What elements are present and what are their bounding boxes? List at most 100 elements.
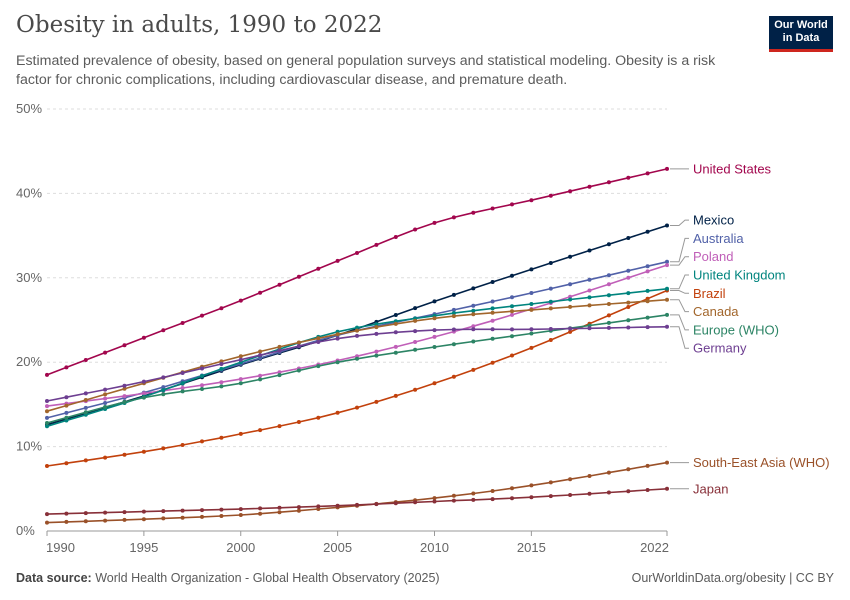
data-point bbox=[103, 350, 108, 355]
series-label: Brazil bbox=[693, 286, 726, 301]
data-point bbox=[587, 277, 592, 282]
data-point bbox=[490, 318, 495, 323]
data-point bbox=[64, 403, 69, 408]
data-point bbox=[122, 452, 127, 457]
logo-line-2: in Data bbox=[782, 32, 820, 44]
data-point bbox=[393, 393, 398, 398]
data-point bbox=[490, 299, 495, 304]
data-point bbox=[548, 286, 553, 291]
label-connector bbox=[670, 256, 689, 266]
data-point bbox=[141, 517, 146, 522]
data-point bbox=[355, 405, 359, 410]
x-tick-label: 2000 bbox=[226, 540, 255, 555]
data-point bbox=[490, 489, 495, 493]
data-point bbox=[122, 343, 127, 348]
chart-title: Obesity in adults, 1990 to 2022 bbox=[16, 12, 383, 38]
data-point bbox=[45, 399, 49, 403]
series-label: Poland bbox=[693, 249, 733, 264]
data-point bbox=[161, 446, 166, 451]
series-line bbox=[46, 326, 668, 402]
data-point bbox=[413, 318, 418, 323]
data-point bbox=[219, 514, 224, 518]
data-point bbox=[606, 180, 611, 185]
data-point bbox=[645, 171, 650, 176]
owid-logo[interactable]: Our World in Data bbox=[769, 16, 833, 52]
data-point bbox=[45, 409, 49, 414]
data-point bbox=[238, 381, 243, 386]
data-point bbox=[316, 504, 321, 509]
data-point bbox=[161, 328, 166, 333]
footer-link[interactable]: OurWorldinData.org/obesity | CC BY bbox=[631, 571, 834, 585]
data-point bbox=[180, 443, 185, 447]
data-point bbox=[238, 431, 243, 436]
data-point bbox=[83, 458, 88, 463]
data-point bbox=[587, 323, 592, 328]
data-point bbox=[316, 415, 321, 420]
data-point bbox=[413, 227, 418, 232]
data-point bbox=[529, 267, 534, 272]
data-point bbox=[510, 327, 514, 332]
data-point bbox=[374, 325, 379, 330]
data-point bbox=[413, 340, 418, 344]
data-point bbox=[626, 325, 631, 330]
label-connector bbox=[670, 314, 689, 331]
data-point bbox=[645, 264, 650, 269]
data-point bbox=[393, 313, 398, 317]
data-point bbox=[219, 384, 224, 389]
data-point bbox=[471, 308, 476, 313]
series-line bbox=[46, 488, 668, 515]
data-point bbox=[432, 499, 437, 504]
series-label: Japan bbox=[693, 481, 728, 496]
data-point bbox=[606, 325, 611, 330]
data-point bbox=[413, 347, 418, 352]
data-point bbox=[606, 282, 611, 287]
data-point bbox=[238, 513, 243, 517]
data-point bbox=[471, 324, 476, 329]
data-point bbox=[645, 325, 650, 330]
data-point bbox=[335, 410, 340, 415]
data-point bbox=[258, 353, 263, 358]
data-point bbox=[277, 344, 282, 349]
data-point bbox=[122, 400, 127, 404]
data-point bbox=[238, 377, 243, 382]
y-tick-label: 20% bbox=[16, 354, 42, 369]
data-point bbox=[626, 305, 631, 309]
data-point bbox=[587, 491, 592, 496]
data-point bbox=[645, 299, 650, 304]
data-point bbox=[665, 486, 669, 491]
data-point bbox=[316, 340, 321, 344]
data-point bbox=[510, 309, 514, 314]
series-label: South-East Asia (WHO) bbox=[693, 455, 830, 470]
data-point bbox=[665, 263, 669, 268]
data-point bbox=[413, 387, 418, 392]
data-point bbox=[568, 329, 573, 334]
data-point bbox=[587, 184, 592, 189]
data-point bbox=[277, 348, 282, 353]
data-point bbox=[103, 455, 108, 460]
series-label: Mexico bbox=[693, 213, 734, 228]
data-point bbox=[83, 405, 88, 410]
data-point bbox=[374, 349, 379, 354]
data-point bbox=[83, 391, 88, 396]
data-point bbox=[626, 291, 631, 296]
y-tick-label: 30% bbox=[16, 270, 42, 285]
data-point bbox=[451, 374, 456, 379]
data-point bbox=[471, 497, 476, 502]
data-point bbox=[490, 206, 495, 211]
data-point bbox=[335, 332, 340, 337]
data-point bbox=[161, 388, 166, 393]
series-line bbox=[46, 224, 668, 426]
data-point bbox=[432, 381, 437, 386]
data-point bbox=[451, 327, 456, 332]
data-point bbox=[180, 389, 185, 394]
data-point bbox=[219, 380, 224, 385]
label-connector bbox=[670, 219, 689, 226]
data-point bbox=[451, 314, 456, 319]
data-point bbox=[548, 193, 553, 198]
data-point bbox=[161, 516, 166, 521]
label-connector bbox=[670, 274, 689, 290]
x-tick-label: 1990 bbox=[46, 540, 75, 555]
data-point bbox=[64, 519, 69, 524]
data-point bbox=[451, 493, 456, 498]
data-point bbox=[510, 353, 514, 358]
